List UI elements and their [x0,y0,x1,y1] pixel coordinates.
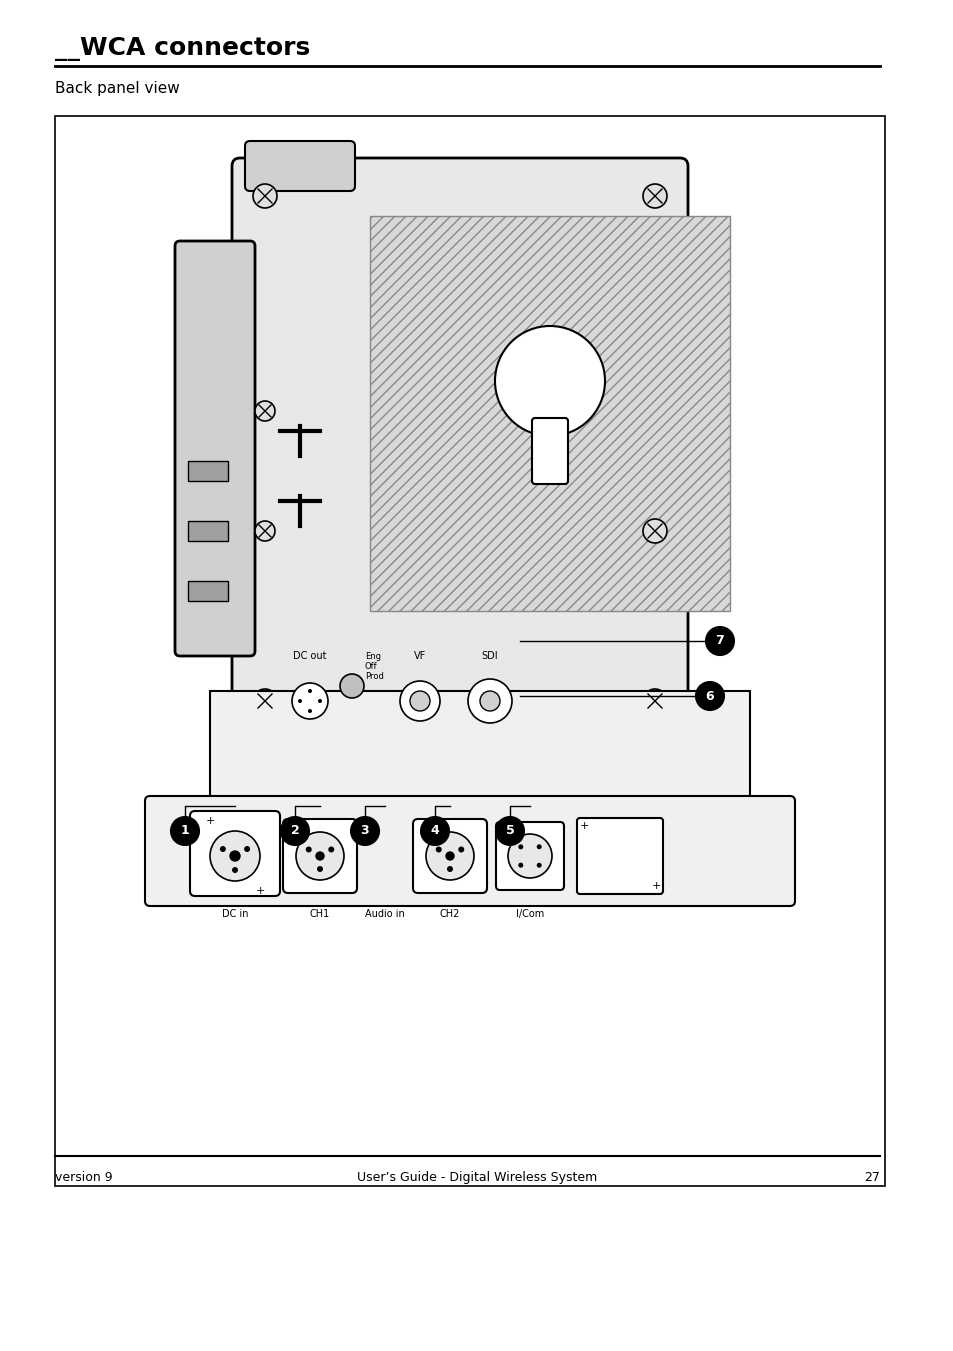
FancyBboxPatch shape [245,141,355,190]
Circle shape [696,682,723,711]
FancyBboxPatch shape [232,158,687,739]
FancyBboxPatch shape [577,817,662,894]
Circle shape [339,674,364,698]
Circle shape [210,831,260,881]
Circle shape [253,184,276,208]
Text: Audio in: Audio in [365,909,404,919]
Circle shape [219,846,226,852]
Text: Prod: Prod [365,671,383,681]
Circle shape [420,817,449,844]
Text: version 9: version 9 [55,1171,112,1183]
Circle shape [308,709,312,713]
Text: Back panel view: Back panel view [55,81,179,96]
Circle shape [447,866,453,871]
FancyBboxPatch shape [145,796,794,907]
Text: 6: 6 [705,689,714,703]
Circle shape [297,698,302,703]
Circle shape [171,817,199,844]
Bar [188,521,228,540]
Text: User’s Guide - Digital Wireless System: User’s Guide - Digital Wireless System [356,1171,597,1183]
Circle shape [705,627,733,655]
Circle shape [351,817,378,844]
Circle shape [426,832,474,880]
Text: Off: Off [365,662,377,671]
Text: __WCA connectors: __WCA connectors [55,36,310,61]
Text: 7: 7 [715,635,723,647]
Text: SDI: SDI [481,651,497,661]
FancyBboxPatch shape [496,821,563,890]
Text: +: + [578,821,588,831]
Text: +: + [651,881,660,892]
Circle shape [295,832,344,880]
Text: 4: 4 [430,824,439,838]
Circle shape [292,684,328,719]
Text: VF: VF [414,651,426,661]
Text: CH2: CH2 [439,909,459,919]
FancyBboxPatch shape [532,417,567,484]
Text: DC in: DC in [221,909,248,919]
Text: 2: 2 [291,824,299,838]
Circle shape [642,519,666,543]
Circle shape [281,817,309,844]
Circle shape [315,852,324,861]
Circle shape [316,866,323,871]
FancyBboxPatch shape [283,819,356,893]
Circle shape [254,401,274,422]
Text: 1: 1 [180,824,190,838]
Circle shape [305,847,312,852]
Circle shape [642,689,666,713]
Circle shape [446,852,454,861]
Circle shape [495,326,604,436]
Circle shape [436,847,441,852]
Bar [370,216,729,611]
FancyBboxPatch shape [190,811,280,896]
Text: +: + [205,816,214,825]
FancyBboxPatch shape [413,819,486,893]
Text: CH1: CH1 [310,909,330,919]
Circle shape [517,844,523,850]
Circle shape [399,681,439,721]
Text: 27: 27 [863,1171,879,1183]
Text: 5: 5 [505,824,514,838]
Circle shape [479,690,499,711]
Text: 3: 3 [360,824,369,838]
Text: I/Com: I/Com [516,909,543,919]
Circle shape [457,847,464,852]
Bar [188,461,228,481]
Circle shape [253,689,276,713]
Text: DC out: DC out [293,651,327,661]
Circle shape [537,863,541,867]
Circle shape [328,847,334,852]
Circle shape [317,698,322,703]
Circle shape [232,867,237,873]
Circle shape [642,184,666,208]
FancyBboxPatch shape [174,240,254,657]
Circle shape [230,851,240,861]
Circle shape [507,834,552,878]
Text: +: + [255,886,264,896]
Circle shape [410,690,430,711]
Circle shape [244,846,250,852]
Circle shape [537,844,541,850]
Circle shape [308,689,312,693]
Circle shape [254,521,274,540]
Circle shape [496,817,523,844]
Text: Eng: Eng [365,653,380,661]
Circle shape [517,863,523,867]
Bar [188,581,228,601]
Bar [210,690,749,811]
Bar [55,116,884,1186]
Circle shape [468,680,512,723]
